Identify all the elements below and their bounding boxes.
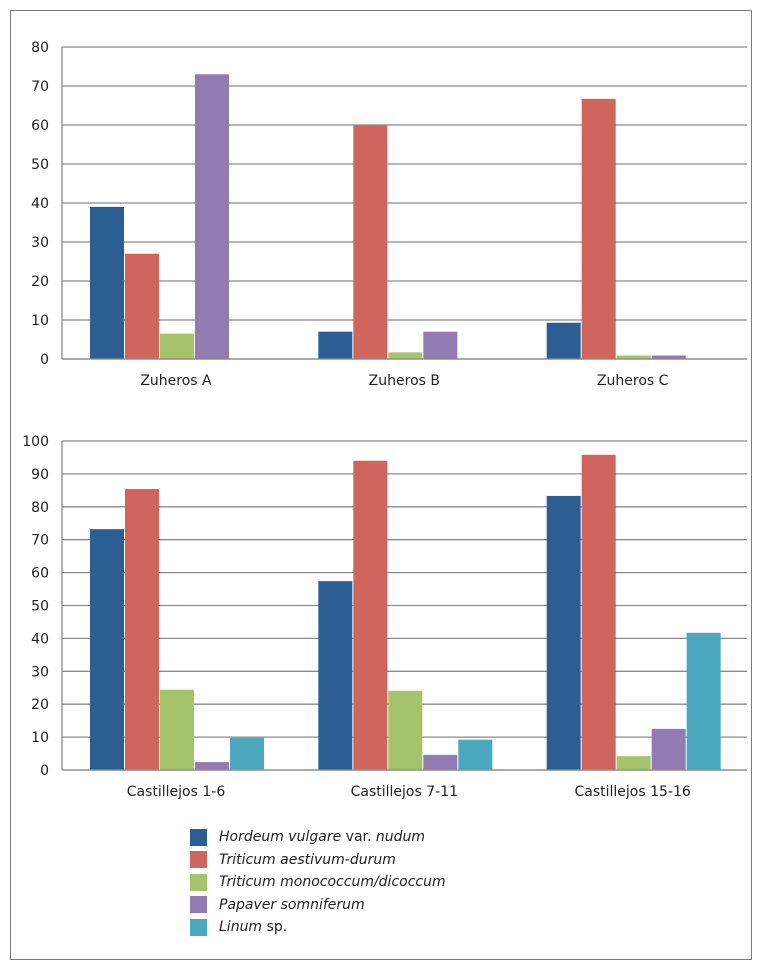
category-label: Castillejos 1-6 xyxy=(127,784,226,800)
y-tick-label: 20 xyxy=(31,274,49,290)
bar-hordeum-vulgare-var-nudum-castillejos-15-16 xyxy=(546,495,581,770)
bar-linum-sp-castillejos-15-16 xyxy=(686,632,721,770)
y-tick-label: 30 xyxy=(31,235,49,251)
y-tick-label: 0 xyxy=(40,352,49,368)
category-label: Zuheros A xyxy=(140,373,212,389)
figure-frame xyxy=(10,10,752,960)
bar-triticum-aestivum-durum-zuheros-c xyxy=(581,98,616,360)
bar-hordeum-vulgare-var-nudum-zuheros-b xyxy=(318,331,353,359)
bar-triticum-monococcum-dicoccum-castillejos-15-16 xyxy=(616,756,651,770)
legend-label: Triticum monococcum/dicoccum xyxy=(219,874,446,891)
y-tick-label: 50 xyxy=(31,599,49,615)
bar-hordeum-vulgare-var-nudum-castillejos-1-6 xyxy=(90,529,124,770)
legend-swatch xyxy=(190,873,207,891)
y-tick-label: 30 xyxy=(31,664,49,680)
legend-swatch xyxy=(190,896,207,914)
bar-papaver-somniferum-zuheros-b xyxy=(423,331,458,359)
bar-linum-sp-castillejos-1-6 xyxy=(230,737,264,770)
category-label: Castillejos 15-16 xyxy=(575,784,691,800)
bar-papaver-somniferum-castillejos-1-6 xyxy=(195,762,229,770)
chart-zuheros: 0 10 20 30 40 50 60 70 80 Zuheros A Zuheros B Zuher… xyxy=(31,40,747,389)
legend-label: Linum sp. xyxy=(219,919,288,936)
legend-item-triticum-monococcum-dicoccum: Triticum monococcum/dicoccum xyxy=(190,871,446,894)
legend-label: Triticum aestivum-durum xyxy=(219,851,396,868)
y-tick-label: 10 xyxy=(31,313,49,329)
bar-triticum-aestivum-durum-castillejos-7-11 xyxy=(353,460,388,770)
legend-swatch xyxy=(190,828,207,846)
y-tick-label: 90 xyxy=(31,467,49,483)
bar-papaver-somniferum-zuheros-c xyxy=(651,355,686,359)
y-tick-label: 60 xyxy=(31,118,49,134)
category-label: Castillejos 7-11 xyxy=(351,784,458,800)
y-tick-label: 10 xyxy=(31,730,49,746)
legend-label: Hordeum vulgare var. nudum xyxy=(219,829,426,846)
bar-triticum-monococcum-dicoccum-zuheros-c xyxy=(616,355,651,359)
legend-item-papaver-somniferum: Papaver somniferum xyxy=(190,894,446,917)
bar-hordeum-vulgare-var-nudum-zuheros-a xyxy=(90,206,124,359)
legend-item-linum-sp: Linum sp. xyxy=(190,916,446,939)
category-label: Zuheros B xyxy=(369,373,440,389)
y-tick-label: 20 xyxy=(31,697,49,713)
bar-triticum-monococcum-dicoccum-zuheros-a xyxy=(160,333,194,359)
y-tick-label: 80 xyxy=(31,40,49,56)
bar-papaver-somniferum-castillejos-15-16 xyxy=(651,728,686,770)
legend-swatch xyxy=(190,851,207,869)
legend-swatch xyxy=(190,918,207,936)
y-tick-label: 40 xyxy=(31,196,49,212)
y-tick-label: 70 xyxy=(31,79,49,95)
y-tick-label: 40 xyxy=(31,631,49,647)
bar-hordeum-vulgare-var-nudum-zuheros-c xyxy=(546,322,581,359)
y-tick-label: 0 xyxy=(40,763,49,779)
chart-castillejos: 0 10 20 30 40 50 60 70 80 90 100 Castillejos 1-6 Cas… xyxy=(22,434,747,800)
bar-triticum-aestivum-durum-zuheros-b xyxy=(353,125,388,359)
legend-item-triticum-aestivum-durum: Triticum aestivum-durum xyxy=(190,849,446,872)
bar-papaver-somniferum-castillejos-7-11 xyxy=(423,754,458,770)
y-tick-label: 80 xyxy=(31,500,49,516)
y-tick-label: 60 xyxy=(31,566,49,582)
bar-triticum-aestivum-durum-castillejos-15-16 xyxy=(581,454,616,770)
y-tick-label: 70 xyxy=(31,533,49,549)
legend: Hordeum vulgare var. nudum Triticum aesti… xyxy=(190,826,446,939)
bar-linum-sp-castillejos-7-11 xyxy=(458,739,493,770)
bar-triticum-aestivum-durum-castillejos-1-6 xyxy=(125,489,159,770)
legend-label: Papaver somniferum xyxy=(219,896,365,913)
category-label: Zuheros C xyxy=(597,373,669,389)
legend-item-hordeum-vulgare-var-nudum: Hordeum vulgare var. nudum xyxy=(190,826,446,849)
y-tick-label: 50 xyxy=(31,157,49,173)
y-tick-label: 100 xyxy=(22,434,49,450)
bar-triticum-aestivum-durum-zuheros-a xyxy=(125,253,159,359)
bar-triticum-monococcum-dicoccum-castillejos-7-11 xyxy=(388,690,423,770)
bar-triticum-monococcum-dicoccum-castillejos-1-6 xyxy=(160,689,194,770)
bar-triticum-monococcum-dicoccum-zuheros-b xyxy=(388,352,423,359)
bar-papaver-somniferum-zuheros-a xyxy=(195,74,229,360)
bar-hordeum-vulgare-var-nudum-castillejos-7-11 xyxy=(318,581,353,770)
